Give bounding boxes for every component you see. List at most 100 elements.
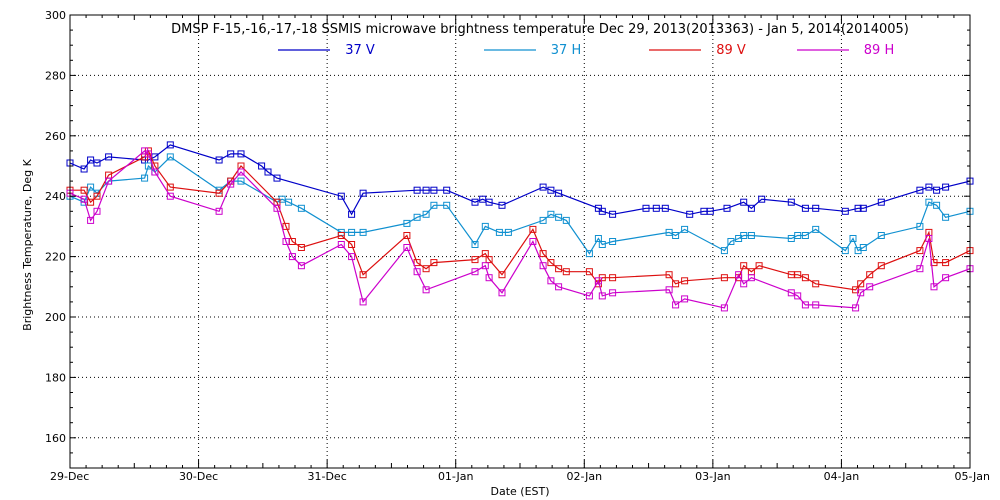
data-point — [166, 153, 174, 161]
data-point — [348, 228, 356, 236]
data-point — [740, 262, 748, 270]
data-point — [337, 232, 345, 239]
data-point — [740, 198, 748, 206]
data-point — [485, 274, 493, 282]
data-point — [672, 301, 680, 309]
data-point — [555, 213, 563, 221]
data-point — [105, 153, 113, 161]
data-point — [801, 204, 809, 212]
data-point — [529, 238, 537, 245]
data-point — [859, 244, 867, 251]
data-point — [681, 225, 689, 233]
data-point — [598, 207, 606, 215]
data-point — [285, 198, 293, 206]
data-point — [916, 265, 924, 273]
legend-item: 37 V — [278, 43, 375, 58]
data-point — [609, 238, 617, 245]
data-point — [151, 168, 159, 176]
data-point — [735, 271, 743, 279]
data-point — [857, 289, 865, 297]
data-point — [598, 241, 606, 248]
y-tick-label: 280 — [45, 69, 66, 82]
data-point — [547, 259, 555, 267]
data-point — [740, 280, 748, 288]
data-point — [706, 207, 714, 215]
data-point — [547, 277, 555, 285]
data-point — [852, 304, 860, 312]
data-point — [359, 228, 367, 236]
data-point — [337, 192, 345, 200]
data-point — [758, 195, 766, 203]
data-point — [359, 189, 367, 197]
data-point — [481, 250, 489, 258]
data-point — [925, 183, 933, 191]
data-point — [665, 286, 673, 294]
data-point — [787, 198, 795, 206]
data-point — [471, 198, 479, 206]
y-tick-label: 160 — [45, 432, 66, 445]
data-point — [403, 232, 411, 239]
data-point — [720, 274, 728, 282]
data-point — [337, 241, 345, 248]
plot-frame — [69, 14, 971, 469]
data-point — [794, 232, 802, 239]
data-point — [87, 216, 95, 224]
legend-label: 89 H — [864, 43, 894, 58]
data-point — [430, 259, 438, 267]
data-point — [348, 241, 356, 248]
legend-item: 89 V — [649, 43, 746, 58]
data-point — [686, 210, 694, 218]
legend-label: 89 V — [716, 43, 746, 58]
x-tick-label: 31-Dec — [308, 470, 347, 483]
x-tick-label: 03-Jan — [695, 470, 731, 483]
data-point — [93, 192, 101, 200]
data-point — [801, 232, 809, 239]
data-point — [227, 150, 235, 158]
data-point — [747, 204, 755, 212]
data-point — [93, 159, 101, 167]
data-point — [264, 168, 272, 176]
data-point — [672, 280, 680, 288]
x-tick-label: 02-Jan — [567, 470, 603, 483]
data-point — [348, 210, 356, 218]
data-point — [555, 265, 563, 273]
data-point — [547, 210, 555, 218]
data-point — [812, 280, 820, 288]
data-point — [413, 186, 421, 194]
data-point — [237, 168, 245, 176]
data-point — [925, 198, 933, 206]
series-37-v — [66, 141, 974, 218]
data-point — [481, 262, 489, 270]
series-line — [70, 149, 970, 291]
data-point — [609, 274, 617, 282]
data-point — [422, 186, 430, 194]
data-point — [215, 207, 223, 215]
data-point — [498, 201, 506, 209]
data-point — [288, 253, 296, 261]
data-point — [942, 274, 950, 282]
data-point — [273, 204, 281, 212]
data-point — [665, 271, 673, 279]
data-point — [539, 250, 547, 258]
data-point — [485, 198, 493, 206]
data-point — [857, 280, 865, 288]
data-point — [144, 150, 152, 158]
data-point — [547, 186, 555, 194]
data-point — [930, 283, 938, 291]
data-point — [471, 256, 479, 264]
data-point — [539, 183, 547, 191]
data-point — [672, 232, 680, 239]
data-point — [166, 141, 174, 149]
data-point — [215, 156, 223, 164]
data-point — [720, 304, 728, 312]
data-point — [661, 204, 669, 212]
data-point — [642, 204, 650, 212]
data-point — [585, 250, 593, 258]
data-point — [866, 283, 874, 291]
data-point — [866, 271, 874, 279]
x-tick-label: 04-Jan — [824, 470, 860, 483]
series-line — [70, 156, 970, 255]
data-point — [681, 295, 689, 303]
data-point — [562, 268, 570, 276]
data-point — [727, 238, 735, 245]
